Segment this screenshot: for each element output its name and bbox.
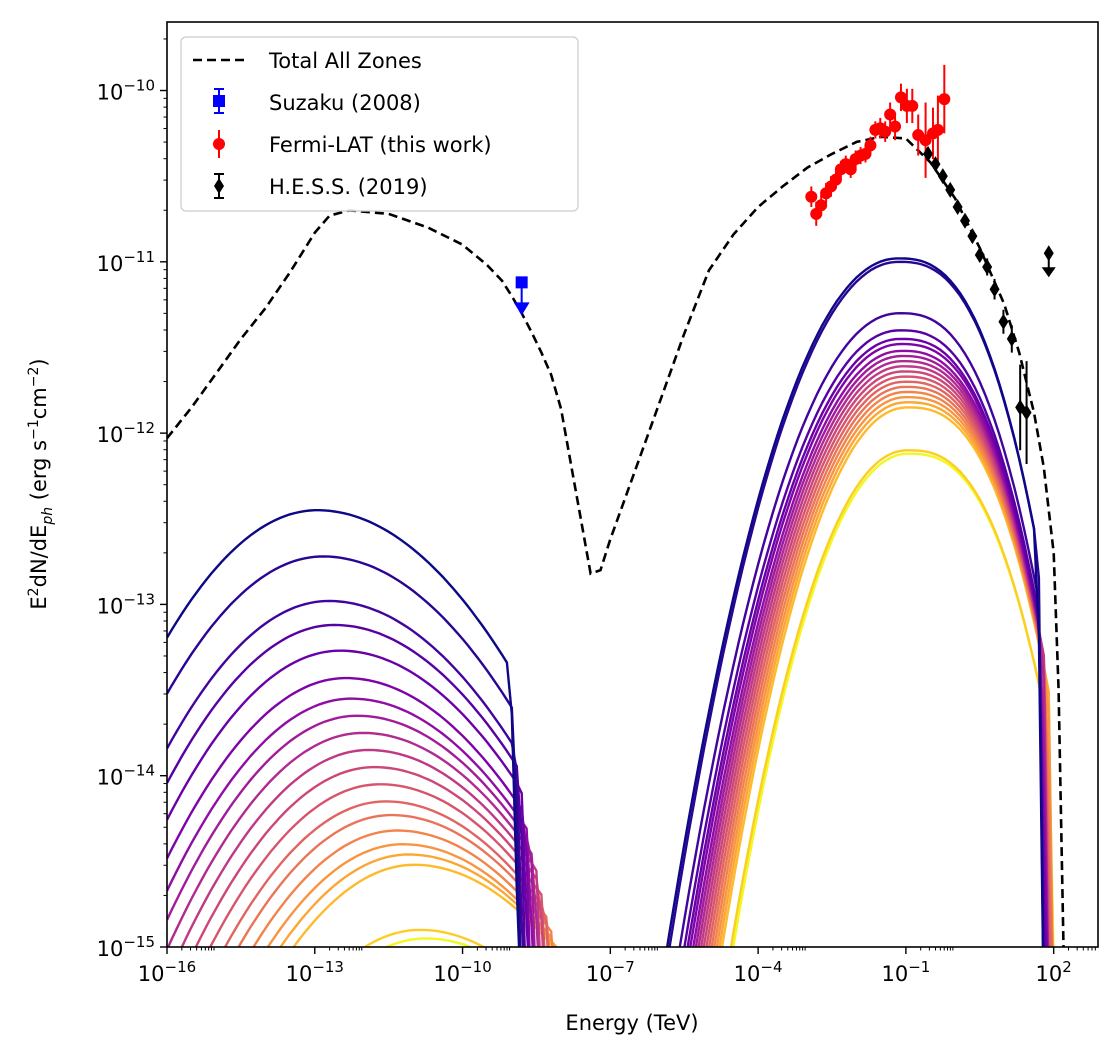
suzaku-point xyxy=(515,276,528,289)
hess-point xyxy=(982,258,993,275)
hess-point xyxy=(952,199,963,215)
hess-point xyxy=(930,156,941,173)
data-points-layer xyxy=(513,64,1056,464)
hess-point xyxy=(989,281,1000,298)
zone-curve xyxy=(237,385,1054,947)
x-tick-label: 10−10 xyxy=(433,958,491,986)
hess-point xyxy=(974,246,985,263)
zone-curve xyxy=(167,342,1048,947)
y-tick-label: 10−14 xyxy=(97,762,155,790)
fermi-point xyxy=(894,91,907,104)
zone-curve xyxy=(223,380,1053,947)
legend-label-hess: H.E.S.S. (2019) xyxy=(269,175,428,199)
x-tick-label: 10−16 xyxy=(138,958,196,986)
zone-curve xyxy=(167,337,1047,947)
fermi-point xyxy=(931,123,944,136)
legend: Total All Zones Suzaku (2008) Fermi-LAT … xyxy=(180,36,579,212)
x-tick-label: 10−7 xyxy=(586,958,635,986)
hess-point xyxy=(1021,404,1032,421)
fermi-point xyxy=(844,163,857,176)
legend-fermi-swatch xyxy=(213,130,225,158)
hess-point xyxy=(923,145,934,162)
legend-box xyxy=(180,36,579,212)
y-tick-label: 10−12 xyxy=(97,419,155,447)
suzaku-upper-limit-arrow xyxy=(513,302,530,316)
total-curve-layer xyxy=(167,135,1065,947)
zone-curve xyxy=(208,375,1051,947)
legend-label-suzaku: Suzaku (2008) xyxy=(269,91,421,115)
x-tick-label: 10−1 xyxy=(881,958,930,986)
zone-curve xyxy=(167,260,1045,947)
zone-curve xyxy=(167,349,1049,947)
hess-point xyxy=(1006,330,1017,347)
hess-upper-limit-arrow xyxy=(1041,267,1056,278)
x-axis-label: Energy (TeV) xyxy=(565,1011,698,1035)
fermi-point xyxy=(906,99,919,112)
zone-curve xyxy=(167,329,1045,947)
fermi-point xyxy=(879,125,892,138)
zone-curve xyxy=(362,449,1054,947)
hess-point xyxy=(1015,399,1026,416)
legend-label-fermi: Fermi-LAT (this work) xyxy=(269,133,492,157)
fermi-point xyxy=(938,93,951,106)
zone-curve xyxy=(266,395,1054,947)
zone-curve xyxy=(180,365,1049,947)
y-axis-ticks: 10−15 10−14 10−13 10−12 10−11 10−10 xyxy=(97,38,167,961)
y-tick-label: 10−10 xyxy=(97,77,155,105)
legend-suzaku-swatch xyxy=(213,88,225,114)
x-tick-label: 10−4 xyxy=(734,958,783,986)
fermi-point xyxy=(829,173,842,186)
x-tick-label: 10−13 xyxy=(286,958,344,986)
fermi-point xyxy=(889,120,902,133)
zone-curve xyxy=(279,401,1054,947)
zone-curve xyxy=(167,311,1045,947)
y-tick-label: 10−11 xyxy=(97,248,155,276)
zone-curve xyxy=(167,360,1049,947)
hess-point xyxy=(960,212,970,229)
fermi-point xyxy=(864,139,877,152)
fermi-point xyxy=(884,108,897,121)
zone-curve xyxy=(167,354,1049,947)
zone-curve xyxy=(383,452,1055,947)
y-axis-label: E2dN/dEph (erg s−1cm−2) xyxy=(26,358,56,609)
fermi-point xyxy=(805,190,818,203)
total-curve xyxy=(167,135,1065,947)
fermi-point xyxy=(815,199,828,212)
legend-label-total: Total All Zones xyxy=(268,49,422,73)
x-axis-ticks: 10−16 10−13 10−10 10−7 10−4 10−1 102 xyxy=(138,947,1096,986)
hess-point xyxy=(945,181,956,198)
zone-curve xyxy=(252,390,1054,947)
hess-point xyxy=(937,168,948,185)
x-tick-label: 102 xyxy=(1036,958,1072,986)
hess-point xyxy=(998,313,1009,330)
hess-point xyxy=(1043,245,1054,262)
zone-curve xyxy=(292,406,1054,947)
zone-curve xyxy=(194,370,1050,947)
hess-point xyxy=(967,228,978,245)
y-tick-label: 10−13 xyxy=(97,590,155,618)
y-tick-label: 10−15 xyxy=(97,933,155,961)
zone-curve xyxy=(167,257,1045,947)
zone-curves xyxy=(167,257,1055,947)
legend-hess-swatch xyxy=(214,173,224,199)
